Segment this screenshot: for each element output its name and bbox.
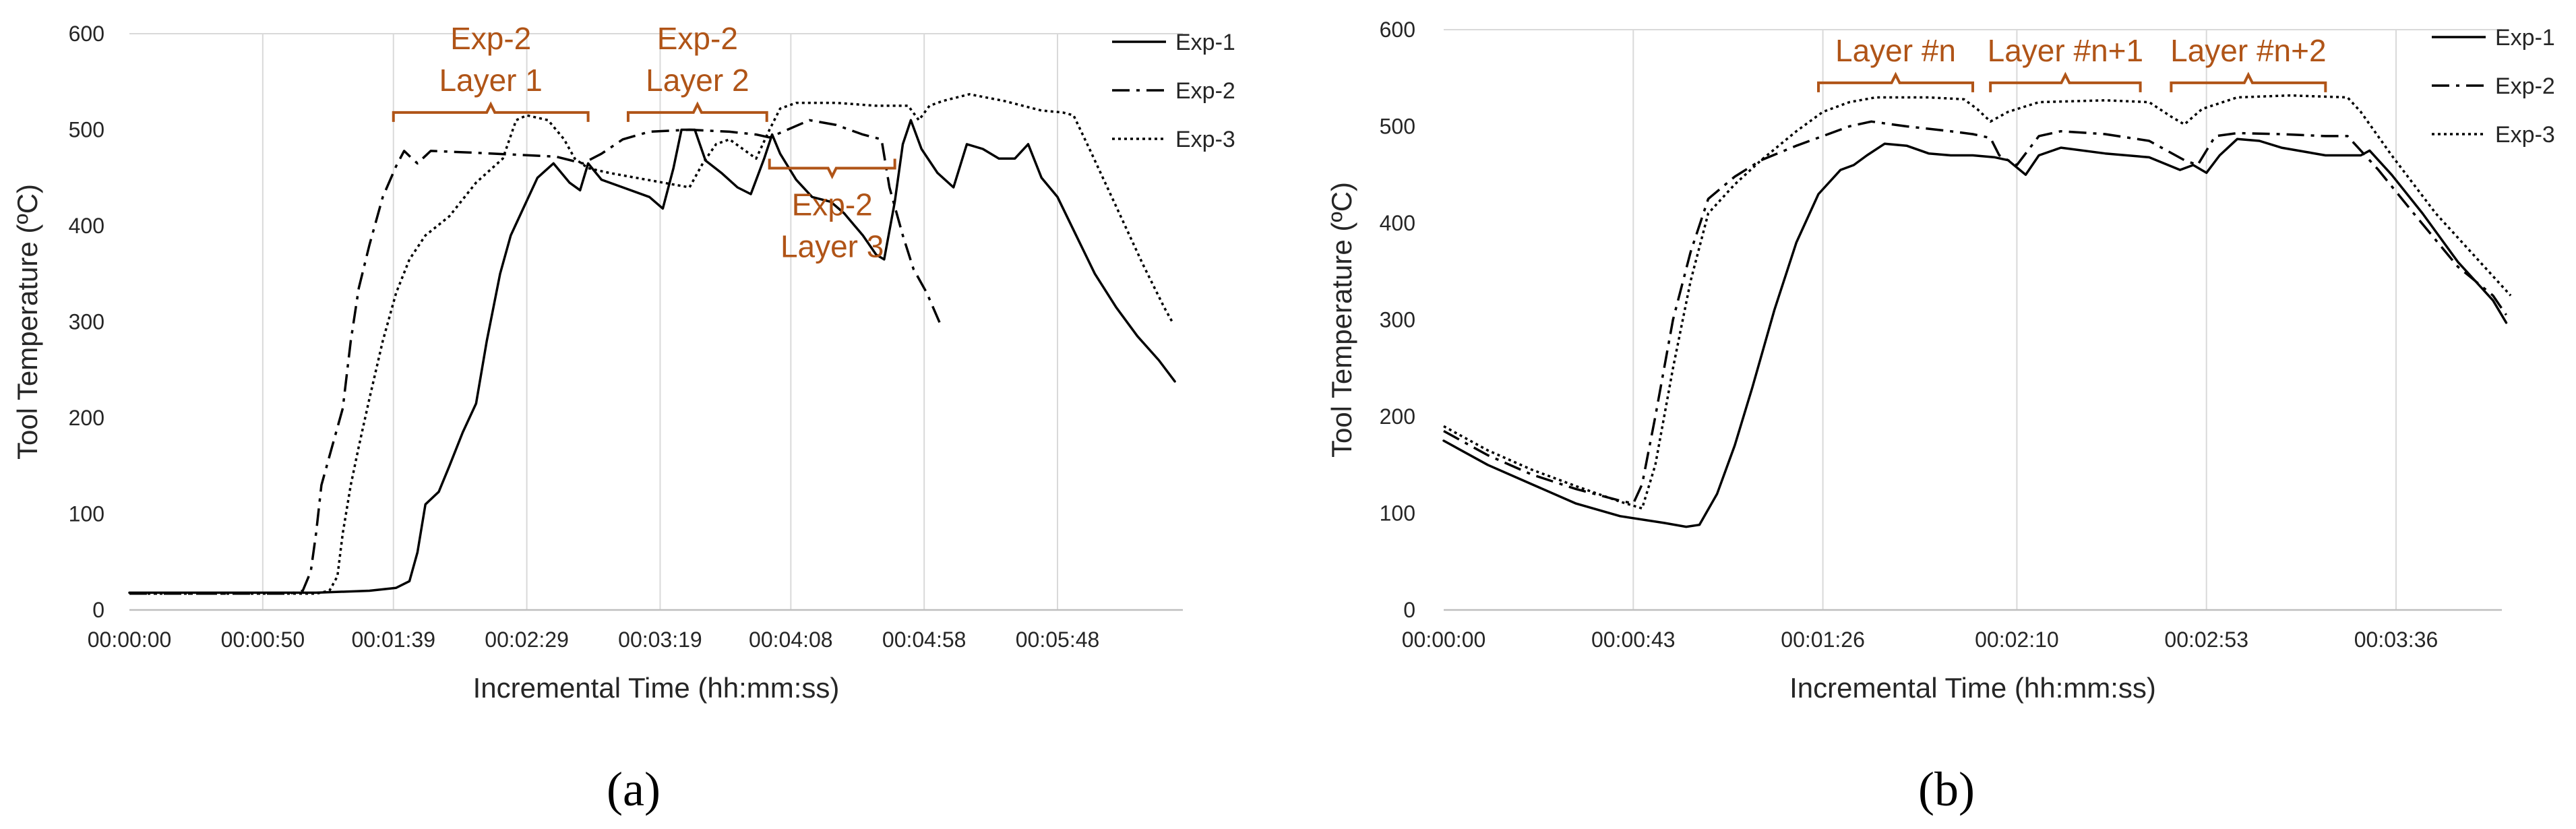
panel-a-x-tick-label: 00:03:19 [618, 627, 702, 652]
panel-b-x-tick-label: 00:00:43 [1591, 627, 1676, 652]
panel-a-y-tick-label: 100 [69, 502, 104, 526]
panel-b-series-line-exp-1 [1442, 137, 2508, 528]
panel-a-x-tick-label: 00:04:08 [749, 627, 833, 652]
panel-a-annotation-label: Exp-2 [792, 187, 873, 222]
panel-b-y-tick-label: 0 [1403, 598, 1415, 622]
panel-a-series-line-exp-2 [129, 119, 942, 595]
panel-b-y-axis-title: Tool Temperature (ºC) [1326, 182, 1357, 458]
panel-b-series-line-exp-3 [1443, 94, 2512, 510]
panel-a-y-tick-label: 400 [69, 214, 104, 238]
panel-a-y-tick-label: 500 [69, 118, 104, 142]
panel-b-legend-label-exp-2: Exp-2 [2495, 73, 2555, 99]
panel-b-x-tick-label: 00:01:26 [1781, 627, 1865, 652]
panel-a-annotation-bracket [392, 101, 590, 122]
panel-a-annotation-label: Layer 2 [646, 63, 749, 98]
panel-b-annotation-bracket [1817, 71, 1974, 92]
panel-b-y-tick-label: 600 [1380, 18, 1415, 42]
panel-b-x-tick-label: 00:00:00 [1402, 627, 1486, 652]
panel-a-y-tick-label: 0 [92, 598, 104, 622]
panel-a-annotation-label: Exp-2 [657, 21, 738, 56]
panel-b-series-line-exp-2 [1443, 120, 2507, 505]
panel-a-y-tick-label: 300 [69, 310, 104, 334]
panel-b-x-tick-label: 00:02:53 [2164, 627, 2248, 652]
panel-a-x-tick-label: 00:00:50 [221, 627, 305, 652]
panel-b-x-tick-label: 00:02:10 [1975, 627, 2059, 652]
chart-panel-b: 0 100 200 300 400 500 600 00:00:00 00:00:43 00:01… [1326, 18, 2555, 704]
panel-a-annotation-bracket [626, 101, 768, 122]
panel-b-annotation-bracket [1989, 71, 2142, 92]
panel-a-x-axis-title: Incremental Time (hh:mm:ss) [473, 672, 840, 704]
panel-a-series-line-exp-3 [129, 93, 1173, 595]
panel-a-y-axis-title: Tool Temperature (ºC) [11, 184, 43, 460]
panel-a-annotation-label: Layer 3 [780, 229, 884, 264]
panel-a-legend-label-exp-2: Exp-2 [1175, 78, 1235, 104]
panel-a-x-tick-label: 00:05:48 [1016, 627, 1100, 652]
panel-b-annotation-label: Layer #n+2 [2170, 33, 2326, 68]
panel-b-x-tick-label: 00:03:36 [2354, 627, 2439, 652]
panel-b-legend-label-exp-1: Exp-1 [2495, 25, 2555, 51]
panel-label-a: (a) [607, 762, 661, 816]
panel-b-y-tick-label: 100 [1380, 501, 1415, 526]
panel-a-annotation-label: Exp-2 [450, 21, 531, 56]
panel-a-annotation-label: Layer 1 [439, 63, 542, 98]
panel-a-annotation-bracket [768, 158, 896, 179]
panel-a-x-tick-label: 00:00:00 [88, 627, 172, 652]
panel-b-y-tick-label: 300 [1380, 308, 1415, 332]
panel-a-x-tick-label: 00:01:39 [351, 627, 435, 652]
panel-b-y-tick-label: 200 [1380, 404, 1415, 429]
chart-panel-a: 0 100 200 300 400 500 600 00:00:00 00:00:50 00:01… [11, 21, 1235, 704]
panel-a-legend-label-exp-3: Exp-3 [1175, 127, 1235, 152]
panel-b-y-tick-label: 500 [1380, 115, 1415, 139]
panel-b-legend-label-exp-3: Exp-3 [2495, 122, 2555, 148]
panel-b-annotation-label: Layer #n [1835, 33, 1956, 68]
panel-a-y-tick-label: 200 [69, 406, 104, 430]
panel-b-annotation-label: Layer #n+1 [1988, 33, 2143, 68]
panel-a-x-tick-label: 00:04:58 [882, 627, 967, 652]
panel-a-legend-label-exp-1: Exp-1 [1175, 30, 1235, 55]
panel-b-annotation-bracket [2170, 71, 2327, 92]
panel-a-x-tick-label: 00:02:29 [485, 627, 569, 652]
panel-b-x-axis-title: Incremental Time (hh:mm:ss) [1789, 672, 2156, 704]
panel-label-b: (b) [1918, 762, 1975, 816]
panel-b-y-tick-label: 400 [1380, 211, 1415, 235]
panel-a-series-line-exp-1 [128, 119, 1176, 594]
panel-a-y-tick-label: 600 [69, 22, 104, 46]
